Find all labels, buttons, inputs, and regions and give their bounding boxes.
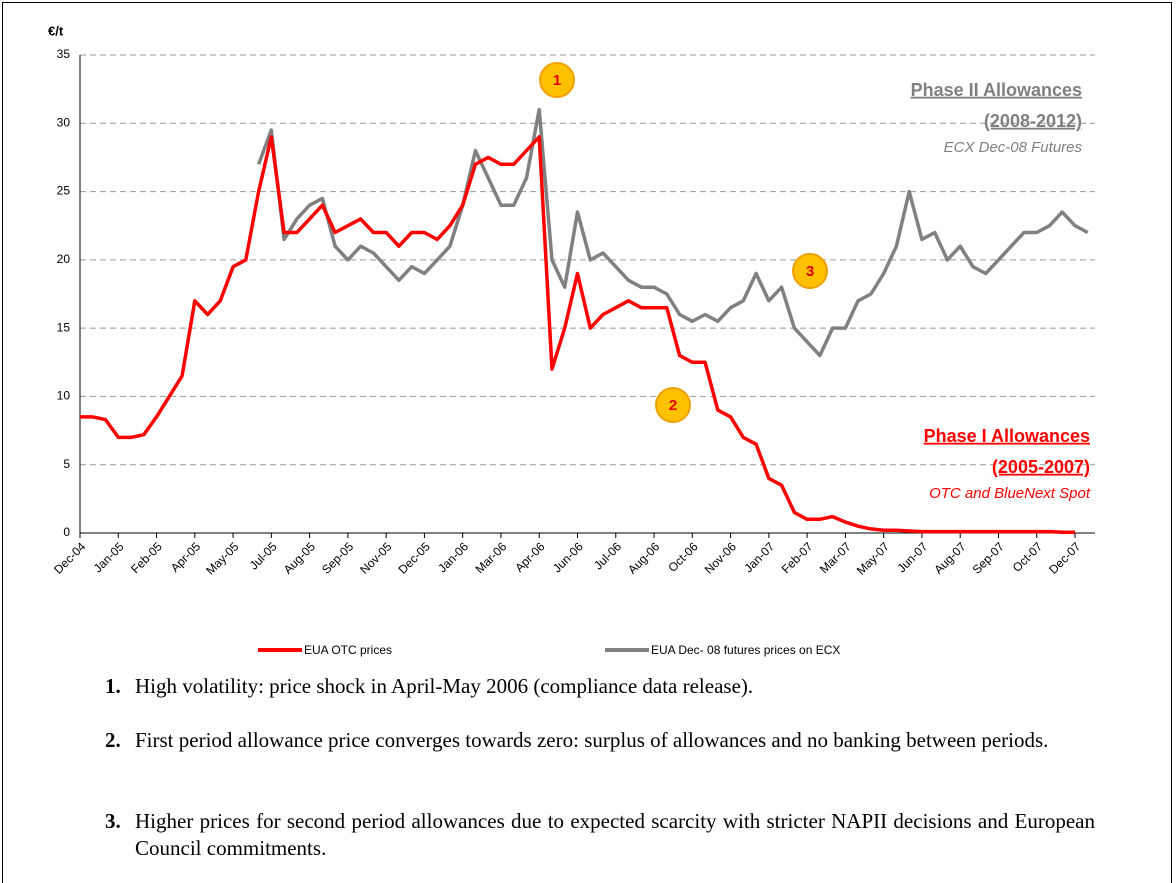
- phase-years: (2005-2007): [992, 457, 1090, 477]
- x-tick-label: May-05: [203, 539, 241, 577]
- x-tick-label: Apr-06: [512, 539, 548, 575]
- x-tick-label: Jul-06: [591, 539, 624, 572]
- annotation-marker: [539, 62, 575, 98]
- y-axis-label: €/t: [48, 23, 64, 38]
- note-text: First period allowance price converges t…: [135, 728, 1049, 752]
- x-tick-label: Jun-07: [894, 539, 930, 575]
- x-tick-label: Dec-07: [1046, 539, 1083, 576]
- x-tick-label: Oct-06: [665, 539, 701, 575]
- note-number: 2.: [105, 728, 121, 752]
- phase-title: Phase II Allowances: [911, 80, 1082, 100]
- annotation-number: 2: [669, 397, 677, 414]
- x-tick-label: Mar-06: [473, 539, 510, 576]
- x-tick-label: Mar-07: [817, 539, 854, 576]
- note-number: 1.: [105, 674, 121, 698]
- x-tick-label: Jan-05: [91, 539, 127, 575]
- phase-subtitle: ECX Dec-08 Futures: [944, 139, 1083, 156]
- x-tick-label: Jun-06: [550, 539, 586, 575]
- line-series: [256, 107, 1089, 358]
- phase-years: (2008-2012): [984, 111, 1082, 131]
- x-tick-label: Jan-06: [435, 539, 471, 575]
- annotation-number: 1: [553, 72, 561, 89]
- x-tick-label: Oct-07: [1010, 539, 1046, 575]
- x-tick-label: Aug-06: [625, 539, 662, 576]
- x-tick-label: Nov-06: [702, 539, 739, 576]
- y-tick-label: 10: [57, 389, 71, 403]
- y-tick-label: 0: [63, 525, 70, 539]
- y-tick-label: 25: [57, 184, 71, 198]
- x-tick-label: Aug-05: [281, 539, 318, 576]
- x-tick-label: Feb-07: [779, 539, 816, 576]
- y-tick-label: 35: [57, 47, 71, 61]
- x-tick-label: Dec-04: [51, 539, 88, 576]
- note-text: High volatility: price shock in April-Ma…: [135, 674, 754, 698]
- x-tick-label: Nov-05: [357, 539, 394, 576]
- annotation-marker: [792, 253, 828, 289]
- y-tick-label: 20: [57, 252, 71, 266]
- y-tick-label: 15: [57, 320, 71, 334]
- annotation-number: 3: [806, 263, 814, 280]
- legend-label: EUA OTC prices: [304, 643, 392, 657]
- x-tick-label: Aug-07: [931, 539, 968, 576]
- phase-subtitle: OTC and BlueNext Spot: [929, 485, 1091, 502]
- y-tick-label: 30: [57, 115, 71, 129]
- line-series: [80, 135, 1075, 535]
- legend-label: EUA Dec- 08 futures prices on ECX: [651, 643, 840, 657]
- note-number: 3.: [105, 809, 121, 833]
- phase-title: Phase I Allowances: [924, 426, 1090, 446]
- annotation-marker: [655, 387, 691, 423]
- x-tick-label: Jan-07: [741, 539, 777, 575]
- note-text: Higher prices for second period allowanc…: [135, 809, 1095, 860]
- y-tick-label: 5: [63, 457, 70, 471]
- x-tick-label: Sep-05: [319, 539, 356, 576]
- x-tick-label: Feb-05: [128, 539, 165, 576]
- x-tick-label: Dec-05: [396, 539, 433, 576]
- x-tick-label: May-07: [854, 539, 892, 577]
- x-tick-label: Jul-05: [247, 539, 280, 572]
- x-tick-label: Sep-07: [970, 539, 1007, 576]
- x-tick-label: Apr-05: [168, 539, 204, 575]
